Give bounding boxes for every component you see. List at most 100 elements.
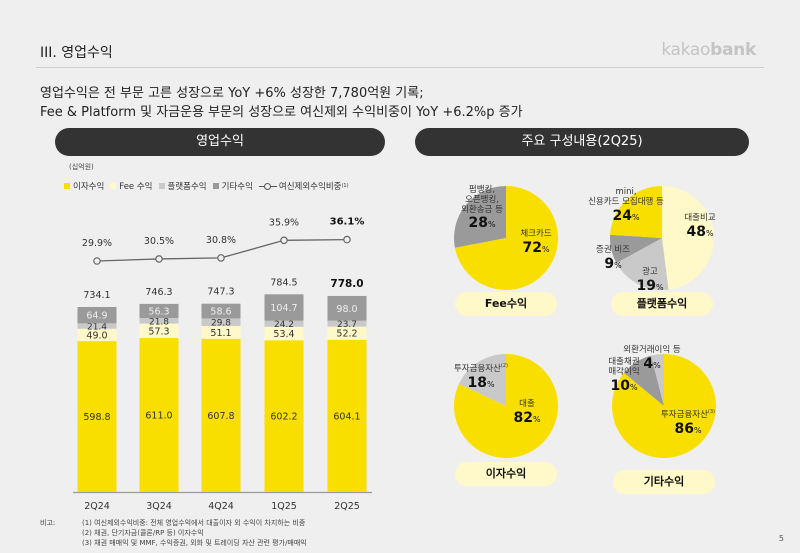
bar-total-label: 747.3 bbox=[207, 287, 234, 298]
bar-segment-interest bbox=[264, 340, 304, 492]
pie-slice-label: 투자금융자산(3) 86% bbox=[633, 409, 743, 437]
headline-line-2: Fee & Platform 및 자금운용 부문의 성장으로 여신제외 수익비중… bbox=[40, 105, 523, 120]
bar-segment-platform bbox=[327, 320, 367, 327]
pie-slice-percent: 48% bbox=[686, 223, 714, 240]
footnotes: 비고: (1) 여신제외수익비중: 전체 영업수익에서 대출이자 외 수익이 차… bbox=[40, 518, 307, 548]
footnote-2: (2) 채권, 단기자금(콜론/RP 등) 이자수익 bbox=[82, 529, 204, 537]
bar-total-label: 784.5 bbox=[270, 277, 297, 288]
section-title: III. 영업수익 bbox=[40, 45, 113, 61]
bar-segment-fee bbox=[264, 326, 304, 341]
pie-slice-name: 매각이익 bbox=[608, 366, 640, 377]
ratio-label: 29.9% bbox=[82, 238, 112, 249]
pie-slice-percent: 19% bbox=[636, 277, 664, 294]
bar-segment-interest bbox=[139, 338, 179, 492]
ratio-label: 36.1% bbox=[330, 217, 365, 228]
pie-slice-name: 투자금융자산(3) bbox=[660, 409, 715, 420]
pie-slice-label: 외환거래이익 등 4% bbox=[597, 345, 707, 372]
ratio-label: 35.9% bbox=[269, 217, 299, 228]
legend-footnote: (1) bbox=[341, 183, 349, 189]
bar-value-label: 56.3 bbox=[148, 307, 169, 318]
bar-segment-other bbox=[264, 294, 304, 321]
legend-line-marker-icon bbox=[258, 182, 277, 190]
ratio-point bbox=[217, 254, 225, 262]
bar-value-label: 29.8 bbox=[211, 319, 231, 329]
pie-slice-name: 펌뱅킹, bbox=[468, 185, 496, 195]
pie-slice-percent: 72% bbox=[522, 239, 550, 256]
page-number: 5 bbox=[778, 534, 784, 543]
ratio-point bbox=[155, 255, 163, 263]
footnote-3: (3) 채권 매매익 및 MMF, 수익증권, 외화 및 트레이딩 자산 관련 … bbox=[82, 539, 307, 547]
bar-value-label: 104.7 bbox=[270, 303, 297, 314]
pie-slice-percent: 18% bbox=[467, 374, 495, 391]
pie-title-pill: 기타수익 bbox=[613, 470, 715, 494]
pie-slice-label: 증권 비즈 9% bbox=[558, 245, 668, 272]
bar-segment-fee bbox=[327, 326, 367, 340]
pie-slice-percent: 9% bbox=[604, 255, 622, 272]
bar-value-label: 57.3 bbox=[148, 326, 169, 337]
pie-slice bbox=[616, 238, 669, 290]
bar-segment-other bbox=[201, 303, 241, 319]
pie-slice-label: 광고 19% bbox=[595, 267, 705, 294]
pie-slice bbox=[651, 354, 664, 406]
bar-value-label: 24.2 bbox=[274, 320, 294, 330]
ratio-point bbox=[280, 236, 288, 245]
x-tick-label: 2Q25 bbox=[334, 501, 360, 512]
pie-slice-name: 대출채권 bbox=[608, 357, 640, 367]
legend-label: 기타수익 bbox=[221, 182, 253, 192]
footnote-marker: (2) bbox=[500, 363, 508, 369]
pie-slice bbox=[458, 354, 506, 406]
pie-title-pill: Fee수익 bbox=[455, 292, 557, 316]
bar-value-label: 53.4 bbox=[273, 329, 294, 340]
pie-slice-label: mini, 신용카드 모집대행 등 24% bbox=[571, 187, 681, 224]
legend-swatch-fee bbox=[110, 183, 117, 189]
pie-title-pill: 플랫폼수익 bbox=[611, 292, 713, 316]
pie-slice-percent: 82% bbox=[513, 409, 541, 426]
x-tick-label: 1Q25 bbox=[271, 501, 297, 512]
pie-slice-label: 체크카드 72% bbox=[481, 229, 591, 256]
pie-slice-name: 대출 bbox=[519, 399, 535, 409]
pie-slice bbox=[662, 185, 715, 290]
x-tick-label: 2Q24 bbox=[84, 501, 110, 512]
bar-total-label: 778.0 bbox=[330, 278, 363, 290]
legend-ratio: 여신제외수익비중 (1) bbox=[258, 180, 349, 192]
logo-bold: bank bbox=[710, 40, 756, 60]
bar-value-label: 611.0 bbox=[145, 411, 172, 422]
pie-slice-name: 증권 비즈 bbox=[596, 245, 630, 255]
bar-segment-interest bbox=[77, 341, 117, 492]
x-tick-label: 3Q24 bbox=[146, 501, 172, 512]
header-divider bbox=[36, 67, 764, 68]
bar-value-label: 51.1 bbox=[210, 328, 231, 339]
bar-value-label: 58.6 bbox=[210, 307, 231, 318]
headline-line-1: 영업수익은 전 부문 고른 성장으로 YoY +6% 성장한 7,780억원 기… bbox=[40, 86, 424, 101]
legend-label: 여신제외수익비중 bbox=[278, 182, 342, 192]
pie-slice-label: 대출 82% bbox=[472, 399, 582, 426]
bar-segment-fee bbox=[139, 323, 179, 339]
bar-segment-platform bbox=[264, 320, 304, 327]
pie-slice-name: 외환송금 등 bbox=[461, 204, 503, 215]
bar-value-label: 598.8 bbox=[83, 412, 110, 423]
bar-value-label: 98.0 bbox=[336, 304, 357, 315]
pie-slice bbox=[454, 185, 558, 290]
bar-total-label: 734.1 bbox=[83, 290, 110, 301]
bar-value-label: 64.9 bbox=[86, 311, 107, 322]
logo-light: kakao bbox=[661, 40, 711, 60]
unit-label: (십억원) bbox=[69, 163, 94, 171]
pie-slice-label: 투자금융자산(2) 18% bbox=[426, 363, 536, 391]
bar-total-label: 746.3 bbox=[145, 287, 172, 298]
pie-slice-name: 신용카드 모집대행 등 bbox=[588, 196, 664, 207]
pie-slice-percent: 86% bbox=[674, 420, 702, 437]
pie-slice bbox=[610, 186, 662, 238]
pie-slice-name: 투자금융자산(2) bbox=[453, 363, 508, 374]
x-tick-label: 4Q24 bbox=[208, 501, 234, 512]
legend-label: 플랫폼수익 bbox=[167, 182, 207, 192]
ratio-label: 30.8% bbox=[206, 235, 236, 246]
bar-segment-platform bbox=[77, 323, 117, 329]
legend-label: 이자수익 bbox=[73, 182, 105, 192]
pie-slice bbox=[454, 186, 506, 248]
bar-value-label: 21.8 bbox=[149, 317, 169, 327]
bar-segment-interest bbox=[327, 339, 367, 492]
pie-slice-label: 대출채권 매각이익 10% bbox=[569, 357, 679, 394]
legend-other: 기타수익 bbox=[212, 180, 253, 192]
pie-slice-name: 체크카드 bbox=[520, 229, 552, 239]
